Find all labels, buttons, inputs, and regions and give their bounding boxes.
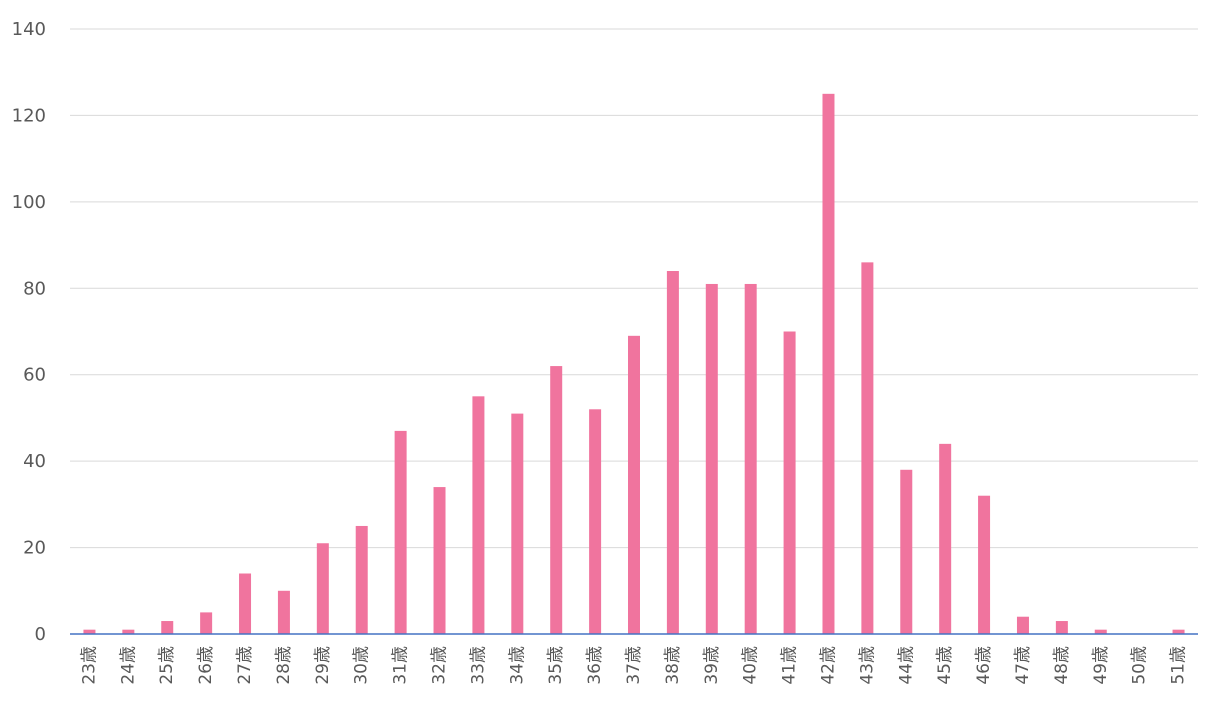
- y-tick-label: 140: [12, 19, 46, 40]
- y-tick-label: 40: [23, 451, 46, 472]
- bar: [589, 409, 602, 634]
- x-tick-label: 50歳: [1130, 646, 1150, 685]
- x-tick-label: 48歳: [1052, 646, 1072, 685]
- bar: [628, 335, 640, 634]
- x-tick-label: 42歳: [818, 646, 838, 685]
- y-tick-label: 20: [23, 538, 46, 559]
- y-axis-tick-labels: 0 20 40 60 80 100 120 140: [12, 19, 46, 645]
- bar: [939, 443, 952, 634]
- x-tick-label: 39歳: [702, 646, 722, 685]
- y-tick-label: 80: [23, 278, 46, 299]
- bar: [200, 612, 213, 634]
- y-tick-label: 120: [12, 105, 46, 126]
- x-tick-label: 49歳: [1091, 646, 1111, 685]
- bar: [744, 283, 757, 634]
- bar: [666, 271, 679, 634]
- x-tick-label: 37歳: [624, 646, 644, 685]
- x-tick-label: 44歳: [896, 646, 916, 685]
- bar: [472, 396, 485, 634]
- x-tick-label: 36歳: [585, 646, 605, 685]
- x-tick-label: 35歳: [546, 646, 566, 685]
- y-tick-label: 100: [12, 192, 46, 213]
- bar: [433, 487, 446, 634]
- bar: [861, 262, 874, 634]
- bars: [83, 93, 1185, 635]
- x-tick-label: 46歳: [974, 646, 994, 685]
- y-tick-label: 0: [35, 624, 46, 645]
- bar: [1094, 629, 1107, 634]
- x-tick-label: 41歳: [780, 646, 800, 685]
- x-tick-label: 38歳: [663, 646, 683, 685]
- bar: [822, 93, 835, 635]
- bar: [511, 413, 524, 634]
- bar: [122, 629, 135, 634]
- x-tick-label: 30歳: [352, 646, 372, 685]
- x-tick-label: 28歳: [274, 646, 294, 685]
- x-tick-label: 51歳: [1169, 646, 1189, 685]
- bar: [900, 469, 913, 634]
- bar: [83, 629, 96, 634]
- bar: [1016, 616, 1029, 634]
- bar: [978, 495, 991, 634]
- x-tick-label: 25歳: [157, 646, 177, 685]
- bar: [1172, 629, 1185, 634]
- x-tick-label: 24歳: [118, 646, 138, 685]
- bar: [783, 331, 796, 634]
- x-tick-label: 23歳: [79, 646, 99, 685]
- x-tick-label: 43歳: [857, 646, 877, 685]
- bar: [355, 525, 368, 634]
- x-tick-label: 40歳: [741, 646, 761, 685]
- x-axis-tick-labels: 23歳 24歳 25歳 26歳 27歳 28歳 29歳 30歳 31歳 32歳 33歳 34歳 35歳 3…: [79, 646, 1188, 685]
- x-tick-label: 26歳: [196, 646, 216, 685]
- x-tick-label: 31歳: [391, 646, 411, 685]
- x-tick-label: 47歳: [1013, 646, 1033, 685]
- bar: [316, 543, 329, 634]
- x-tick-label: 27歳: [235, 646, 255, 685]
- y-tick-label: 60: [23, 365, 46, 386]
- x-tick-label: 45歳: [935, 646, 955, 685]
- bar: [705, 283, 718, 634]
- bar: [550, 366, 563, 634]
- x-tick-label: 29歳: [313, 646, 333, 685]
- x-tick-label: 32歳: [430, 646, 450, 685]
- bar: [1055, 621, 1068, 634]
- x-tick-label: 33歳: [468, 646, 488, 685]
- x-tick-label: 34歳: [507, 646, 527, 685]
- bar: [277, 590, 290, 634]
- bar: [239, 573, 252, 634]
- bar: [161, 621, 174, 634]
- bar: [394, 430, 407, 634]
